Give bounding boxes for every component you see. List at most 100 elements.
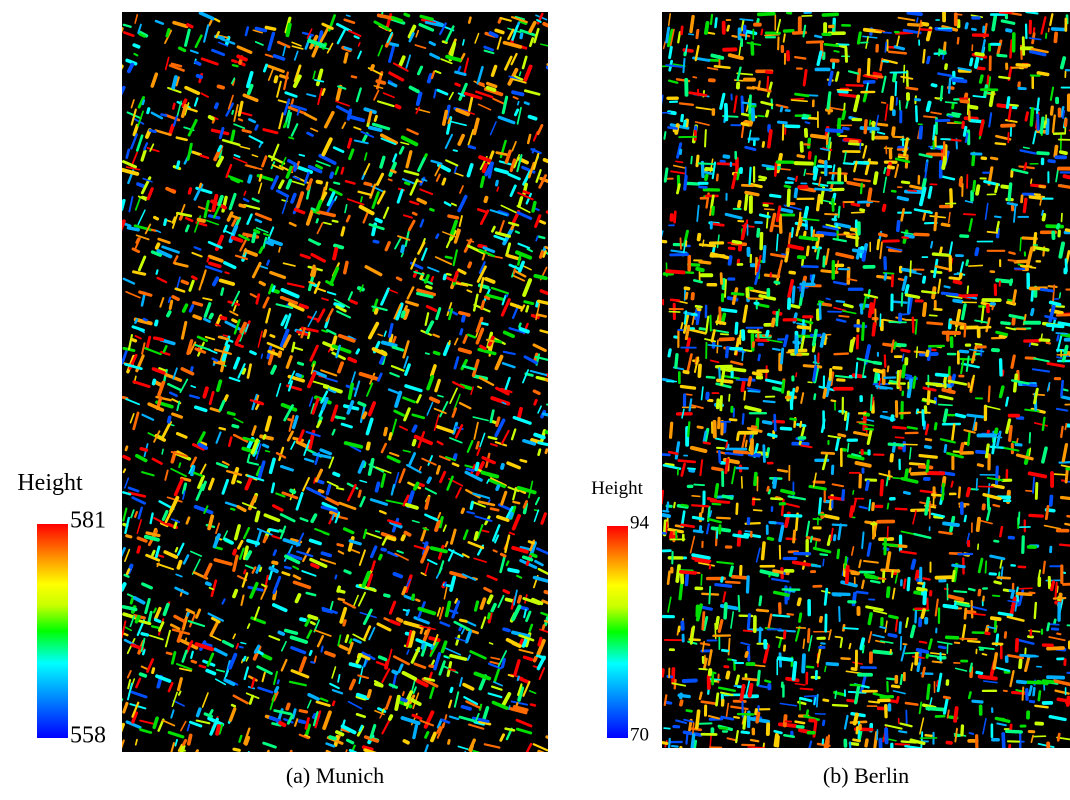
point-speckle (908, 190, 916, 191)
point-speckle (689, 34, 694, 35)
point-speckle (888, 588, 889, 596)
point-speckle (876, 373, 877, 383)
point-speckle (405, 14, 409, 15)
point-speckle (954, 602, 955, 608)
point-speckle (264, 751, 268, 759)
point-speckle (667, 28, 669, 42)
point-speckle (1053, 29, 1065, 30)
point-speckle (871, 395, 872, 410)
point-speckle (475, 533, 477, 539)
point-speckle (270, 529, 278, 531)
point-speckle (337, 732, 343, 735)
point-speckle (240, 736, 242, 742)
point-speckle (315, 656, 316, 661)
point-speckle (219, 197, 222, 204)
point-speckle (173, 297, 178, 299)
point-speckle (774, 479, 775, 487)
point-speckle (153, 551, 155, 555)
point-speckle (740, 19, 753, 20)
point-speckle (726, 105, 727, 120)
point-speckle (706, 172, 711, 173)
point-speckle (476, 464, 477, 470)
point-speckle (693, 77, 696, 78)
point-speckle (994, 505, 1000, 506)
point-speckle (462, 707, 470, 709)
point-speckle (758, 230, 759, 237)
point-speckle (749, 378, 750, 385)
point-speckle (845, 557, 846, 567)
point-speckle (509, 675, 513, 676)
point-speckle (810, 319, 811, 331)
point-speckle (922, 610, 924, 617)
point-speckle (217, 726, 219, 734)
point-speckle (918, 650, 928, 652)
point-speckle (840, 94, 855, 96)
point-speckle (271, 335, 274, 336)
point-speckle (678, 32, 680, 42)
point-speckle (515, 110, 517, 115)
point-speckle (995, 621, 996, 632)
point-speckle (730, 420, 736, 421)
point-speckle (889, 444, 903, 445)
point-speckle (746, 441, 747, 447)
point-speckle (953, 565, 964, 567)
point-speckle (825, 666, 826, 671)
point-speckle (1065, 120, 1066, 126)
point-speckle (749, 288, 752, 289)
point-speckle (494, 550, 497, 551)
point-speckle (760, 177, 766, 178)
point-speckle (430, 638, 439, 640)
point-speckle (927, 653, 928, 657)
point-speckle (885, 42, 886, 52)
point-speckle (775, 731, 782, 733)
point-speckle (426, 353, 429, 354)
point-speckle (157, 563, 159, 566)
point-speckle (688, 422, 689, 436)
point-speckle (1037, 248, 1048, 250)
point-speckle (688, 468, 695, 469)
point-speckle (965, 516, 966, 521)
point-speckle (662, 670, 663, 676)
point-speckle (232, 111, 233, 114)
point-speckle (790, 272, 794, 273)
point-speckle (173, 104, 174, 109)
point-speckle (280, 723, 284, 725)
point-speckle (760, 597, 761, 605)
caption: (b) Berlin (823, 763, 909, 788)
point-speckle (907, 88, 917, 89)
point-speckle (811, 537, 812, 542)
point-speckle (684, 372, 687, 373)
point-speckle (944, 410, 946, 421)
point-speckle (219, 86, 224, 87)
point-speckle (917, 18, 918, 22)
point-speckle (998, 55, 1006, 56)
point-speckle (750, 685, 752, 696)
point-speckle (998, 578, 1010, 579)
point-speckle (540, 252, 542, 257)
point-speckle (1043, 215, 1044, 220)
point-speckle (858, 70, 859, 81)
point-speckle (962, 295, 977, 296)
point-speckle (451, 688, 452, 691)
point-speckle (351, 664, 360, 666)
point-speckle (1009, 252, 1014, 253)
point-speckle (529, 542, 533, 544)
point-speckle (763, 543, 765, 559)
point-speckle (359, 403, 365, 405)
point-speckle (679, 461, 695, 462)
point-speckle (972, 601, 973, 617)
point-speckle (809, 118, 818, 119)
point-speckle (680, 103, 693, 104)
point-speckle (823, 721, 824, 725)
point-speckle (509, 570, 517, 572)
point-speckle (514, 269, 515, 274)
point-speckle (312, 565, 318, 567)
point-speckle (345, 571, 350, 573)
point-speckle (806, 122, 810, 123)
point-speckle (274, 551, 276, 555)
point-speckle (521, 329, 528, 332)
point-speckle (926, 447, 930, 448)
point-speckle (700, 329, 704, 330)
point-speckle (767, 111, 768, 116)
point-speckle (519, 198, 521, 206)
